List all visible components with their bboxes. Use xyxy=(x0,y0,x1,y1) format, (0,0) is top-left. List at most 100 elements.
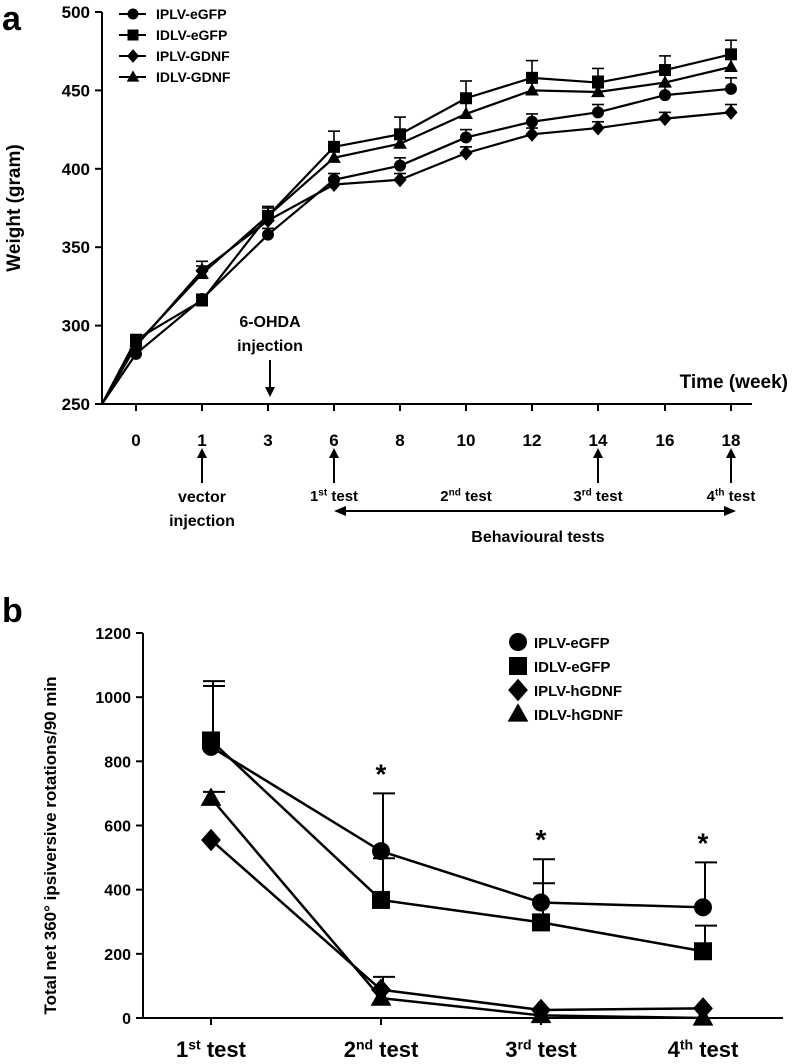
x-tick-label: 10 xyxy=(457,431,476,450)
y-tick-label: 250 xyxy=(62,395,90,414)
data-point xyxy=(692,1007,714,1026)
data-point xyxy=(459,106,473,120)
data-point xyxy=(394,159,406,172)
series-line-IDLV-hGDNF xyxy=(210,797,704,1020)
y-tick-label: 0 xyxy=(122,1011,131,1028)
data-point xyxy=(460,131,472,144)
data-point xyxy=(532,913,550,932)
behavioural-arrow xyxy=(334,506,736,516)
series-line-IDLV-GDNF xyxy=(101,65,732,405)
y-tick-label: 1200 xyxy=(95,626,131,643)
data-point xyxy=(658,75,672,88)
significance-star: * xyxy=(376,758,387,789)
y-axis-title: Weight (gram) xyxy=(4,144,25,271)
data-point xyxy=(196,294,208,307)
arrow-head xyxy=(329,448,339,458)
legend-marker xyxy=(507,703,529,722)
y-tick-label: 800 xyxy=(104,754,131,771)
x-tick-label: 2nd test xyxy=(344,1036,419,1062)
significance-star: * xyxy=(698,827,709,858)
data-point xyxy=(327,176,341,192)
data-point xyxy=(200,787,222,806)
x-tick-label: 3rd test xyxy=(505,1036,577,1062)
x-tick-label: 8 xyxy=(395,431,404,450)
legend-label: IPLV-eGFP xyxy=(156,6,227,22)
test-arrow xyxy=(329,448,339,483)
data-point xyxy=(724,59,738,72)
test-label: 3rd test xyxy=(573,488,622,506)
data-point xyxy=(694,942,712,961)
series-line-IPLV-hGDNF xyxy=(210,838,704,1012)
vector-label: injection xyxy=(169,513,235,530)
data-point xyxy=(532,893,550,912)
legend-label: IPLV-hGDNF xyxy=(534,683,622,700)
data-point xyxy=(725,82,737,95)
legend-marker xyxy=(127,8,139,20)
panel-a-plot: 250 300 350 400 450 500 0 1 3 6 8 10 12 14 16 18 Weight … xyxy=(4,3,788,546)
legend-marker xyxy=(126,70,140,82)
y-tick-label: 400 xyxy=(62,160,90,179)
arrow-head xyxy=(726,448,736,458)
data-point xyxy=(370,987,392,1006)
x-axis-title: Time (week) xyxy=(680,372,788,393)
x-tick-label: 12 xyxy=(523,431,542,450)
legend-label: IDLV-hGDNF xyxy=(534,707,623,724)
test-arrow xyxy=(726,448,736,483)
test-label: 2nd test xyxy=(440,488,491,506)
x-tick-label: 1 xyxy=(197,431,206,450)
vector-label: vector xyxy=(178,489,226,506)
x-tick-label: 18 xyxy=(722,431,741,450)
panel-b-plot: 0 200 400 600 800 1000 1200 1st test 2nd test 3rd… xyxy=(41,626,783,1062)
legend-label: IDLV-eGFP xyxy=(534,659,610,676)
legend-label: IDLV-eGFP xyxy=(156,27,227,43)
behavioural-label: Behavioural tests xyxy=(471,529,604,546)
ohda-label: 6-OHDA xyxy=(239,314,301,331)
y-tick-label: 200 xyxy=(104,947,131,964)
test-arrow xyxy=(593,448,603,483)
arrow-head xyxy=(593,448,603,458)
data-point xyxy=(530,1004,552,1024)
y-tick-label: 400 xyxy=(104,883,131,900)
legend-marker xyxy=(509,657,527,675)
ohda-label: injection xyxy=(237,338,303,355)
series-line-IPLV-GDNF xyxy=(101,111,732,405)
significance-star: * xyxy=(536,824,547,855)
data-point xyxy=(202,731,220,750)
legend-marker xyxy=(126,49,140,63)
data-point xyxy=(591,84,605,98)
y-tick-label: 500 xyxy=(62,3,90,22)
legend-label: IPLV-GDNF xyxy=(156,48,230,64)
y-axis-title: Total net 360° ipsiversive rotations/90 … xyxy=(41,676,60,1014)
ohda-arrow xyxy=(265,360,275,397)
data-point xyxy=(372,890,390,909)
data-point xyxy=(327,150,341,163)
legend-marker xyxy=(127,29,139,41)
data-point xyxy=(591,120,605,136)
data-point xyxy=(129,337,143,350)
legend-marker xyxy=(509,633,527,651)
arrow-head xyxy=(724,506,736,516)
data-point xyxy=(393,172,407,188)
x-tick-label: 14 xyxy=(589,431,608,450)
data-point xyxy=(658,111,672,127)
y-tick-label: 450 xyxy=(62,81,90,100)
panel-b-letter: b xyxy=(2,592,23,630)
data-point xyxy=(262,228,274,241)
arrow-head xyxy=(265,387,275,397)
panel-a-letter: a xyxy=(2,0,22,38)
data-point xyxy=(724,104,738,120)
data-point xyxy=(261,208,275,221)
series-line-IDLV-eGFP xyxy=(210,739,704,953)
data-point xyxy=(460,92,472,105)
data-point xyxy=(526,115,538,128)
data-point xyxy=(393,136,407,149)
y-tick-label: 1000 xyxy=(95,690,131,707)
x-tick-label: 0 xyxy=(131,431,140,450)
x-tick-label: 6 xyxy=(329,431,338,450)
data-point xyxy=(525,126,539,142)
series-line-IPLV-eGFP xyxy=(210,745,704,909)
arrow-head xyxy=(334,506,346,516)
data-point xyxy=(659,89,671,102)
data-point xyxy=(372,842,390,861)
